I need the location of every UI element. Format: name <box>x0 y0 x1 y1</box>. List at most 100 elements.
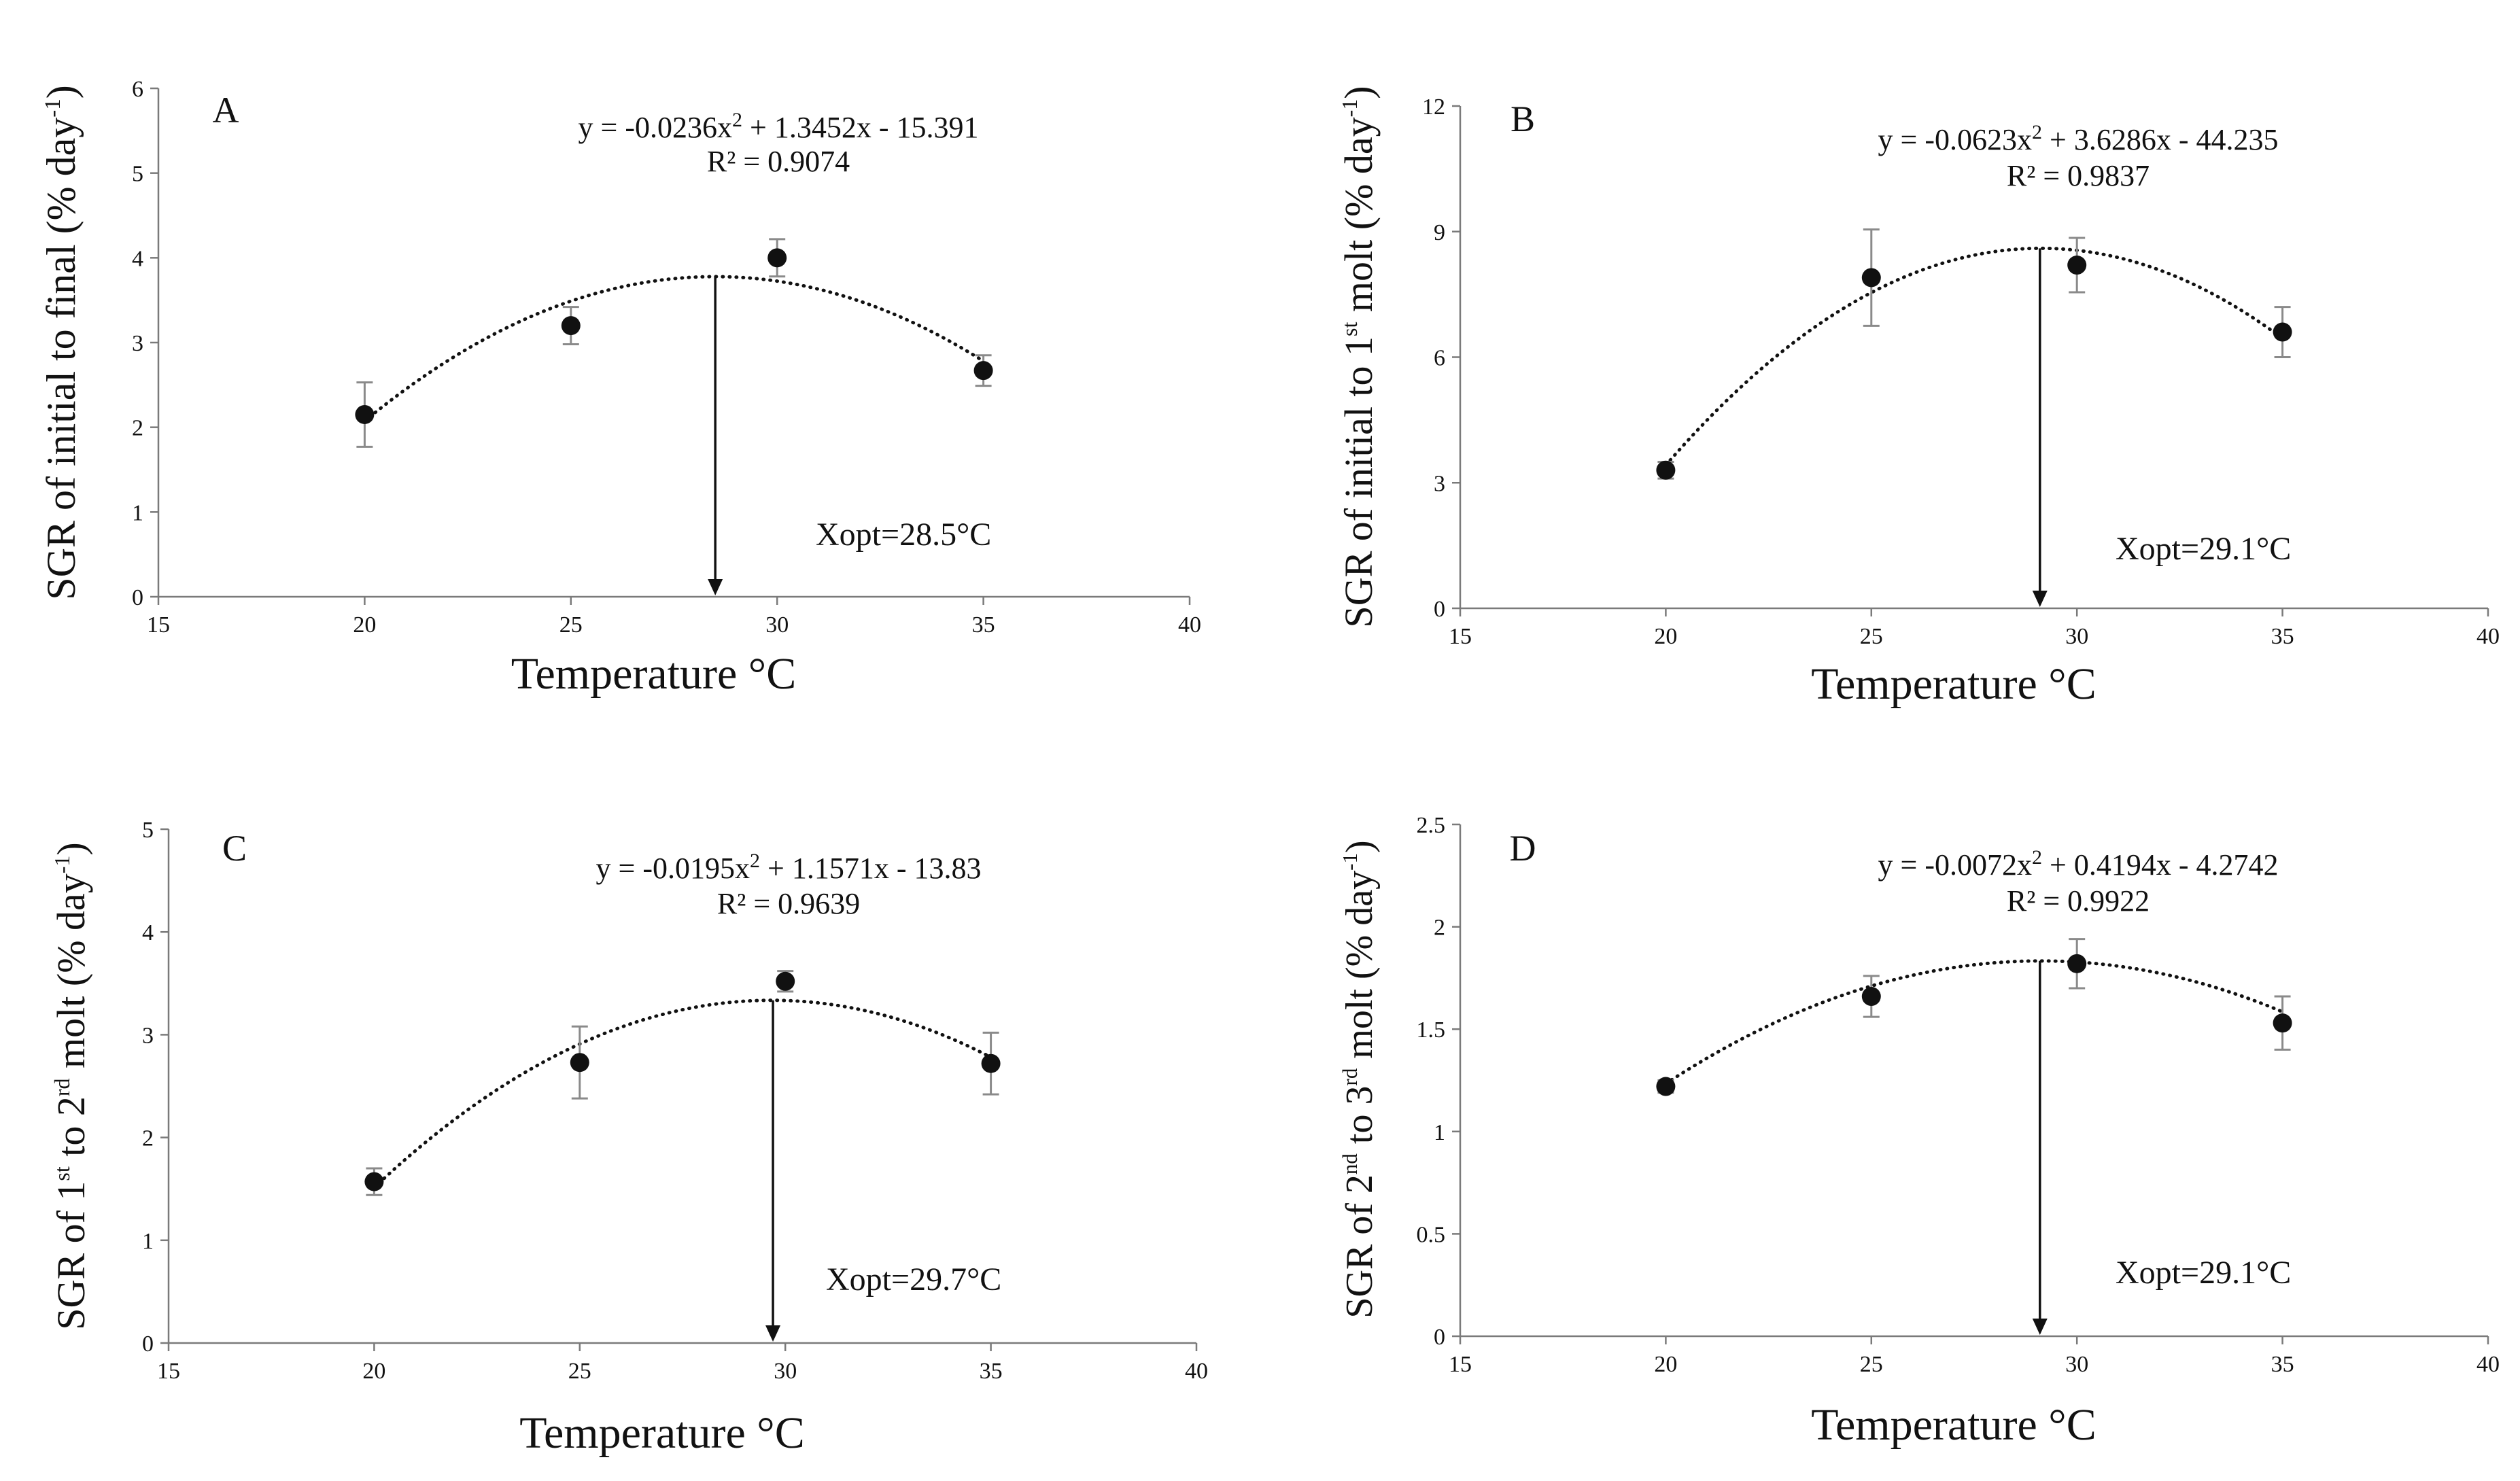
panel-c: 0 1 2 3 4 5 15 20 25 30 35 40 C y = -0.0195x2 + 1.157… <box>49 818 1208 1458</box>
x-tick-label: 40 <box>2476 1352 2500 1377</box>
y-tick-label: 2 <box>142 1126 154 1151</box>
x-tick-label: 25 <box>1860 1352 1883 1377</box>
y-axis-title: SGR of 2nd to 3rd molt (% day-1) <box>1338 840 1381 1318</box>
x-tick-label: 20 <box>362 1359 385 1384</box>
y-axis-title: SGR of initial to 1st molt (% day-1) <box>1336 86 1381 627</box>
y-tick-label: 1.5 <box>1417 1017 1446 1043</box>
y-tick-label: 0 <box>1434 1325 1445 1350</box>
trendline <box>372 998 993 1189</box>
r-squared-label: R² = 0.9639 <box>717 887 860 920</box>
y-tick-label: 1 <box>142 1229 154 1254</box>
trendline-equation: y = -0.0236x2 + 1.3452x - 15.391 <box>579 109 979 144</box>
x-tick-label: 25 <box>568 1359 591 1384</box>
y-tick-label: 3 <box>132 331 143 356</box>
panel-letter: C <box>222 828 247 869</box>
x-tick-label: 30 <box>765 612 789 638</box>
trendline-equation: y = -0.0072x2 + 0.4194x - 4.2742 <box>1878 846 2279 882</box>
data-point <box>981 1053 1001 1073</box>
optimum-label: Xopt=29.7°C <box>826 1261 1001 1297</box>
y-tick-label: 4 <box>142 920 154 945</box>
panel-b: 0 3 6 9 12 15 20 25 30 35 40 By = -0.0623x2 + 3.628… <box>1336 86 2500 709</box>
y-tick-label: 0 <box>142 1331 154 1357</box>
data-point <box>355 404 375 424</box>
optimum-label: Xopt=29.1°C <box>2116 531 2291 567</box>
data-point <box>1861 987 1881 1007</box>
y-tick-label: 5 <box>132 162 143 187</box>
panel-letter: D <box>1510 828 1536 869</box>
x-tick-label: 20 <box>353 612 376 638</box>
data-point <box>2273 1013 2292 1033</box>
data-point <box>1656 1077 1676 1096</box>
trendline-equation: y = -0.0195x2 + 1.1571x - 13.83 <box>596 850 982 885</box>
x-tick-label: 40 <box>1178 612 1201 638</box>
y-tick-label: 2 <box>132 416 143 441</box>
data-point <box>2273 322 2292 342</box>
x-axis-title: Temperature °C <box>511 649 796 699</box>
y-tick-label: 3 <box>142 1023 154 1048</box>
y-tick-label: 3 <box>1434 471 1445 496</box>
y-tick-label: 6 <box>1434 346 1445 371</box>
trendline <box>362 275 986 423</box>
optimum-arrowhead <box>2032 1319 2048 1335</box>
r-squared-label: R² = 0.9837 <box>2007 159 2150 192</box>
y-tick-label: 4 <box>132 246 143 271</box>
panel-letter: A <box>213 90 239 130</box>
y-tick-label: 1 <box>1434 1120 1445 1145</box>
y-axis-title: SGR of initial to final (% day-1) <box>39 85 84 599</box>
x-axis-title: Temperature °C <box>1811 659 2096 709</box>
optimum-label: Xopt=29.1°C <box>2116 1255 2291 1291</box>
panel-d: 0 0.5 1 1.5 2 2.5 15 20 25 30 35 40 D y = -0.0072x2 +… <box>1338 813 2500 1450</box>
data-point <box>2067 954 2087 973</box>
r-squared-label: R² = 0.9922 <box>2007 884 2150 918</box>
trendline <box>1663 959 2285 1085</box>
trendline-equation: y = -0.0623x2 + 3.6286x - 44.235 <box>1878 121 2279 156</box>
data-point <box>776 971 795 991</box>
y-tick-label: 0.5 <box>1417 1222 1446 1247</box>
r-squared-label: R² = 0.9074 <box>707 145 850 178</box>
trendline <box>1663 246 2285 468</box>
x-axis-title: Temperature °C <box>1811 1400 2096 1450</box>
x-tick-label: 30 <box>774 1359 797 1384</box>
x-tick-label: 35 <box>980 1359 1003 1384</box>
x-tick-label: 15 <box>1449 1352 1472 1377</box>
data-point <box>561 316 581 336</box>
data-point <box>767 248 787 268</box>
data-point <box>2067 256 2087 275</box>
data-point <box>570 1053 589 1073</box>
data-point <box>973 361 993 381</box>
y-tick-label: 5 <box>142 818 154 843</box>
x-tick-label: 35 <box>2271 624 2294 649</box>
optimum-label: Xopt=28.5°C <box>816 517 991 553</box>
data-point <box>364 1172 384 1191</box>
x-tick-label: 30 <box>2065 624 2088 649</box>
data-point <box>1861 268 1881 288</box>
x-tick-label: 20 <box>1654 624 1677 649</box>
x-tick-label: 25 <box>1860 624 1883 649</box>
x-tick-label: 20 <box>1654 1352 1677 1377</box>
y-tick-label: 1 <box>132 500 143 525</box>
x-tick-label: 35 <box>972 612 995 638</box>
panel-letter: B <box>1511 99 1535 139</box>
x-axis-title: Temperature °C <box>519 1408 804 1458</box>
y-tick-label: 0 <box>132 585 143 610</box>
x-tick-label: 15 <box>147 612 170 638</box>
x-tick-label: 35 <box>2271 1352 2294 1377</box>
x-tick-label: 15 <box>157 1359 180 1384</box>
x-tick-label: 25 <box>559 612 583 638</box>
y-tick-label: 6 <box>132 77 143 102</box>
y-tick-label: 2.5 <box>1417 813 1446 838</box>
optimum-arrowhead <box>708 579 723 595</box>
optimum-arrowhead <box>765 1325 781 1342</box>
optimum-arrowhead <box>2032 591 2048 607</box>
y-tick-label: 2 <box>1434 916 1445 941</box>
x-tick-label: 30 <box>2065 1352 2088 1377</box>
x-tick-label: 40 <box>2476 624 2500 649</box>
y-tick-label: 9 <box>1434 220 1445 245</box>
x-tick-label: 40 <box>1185 1359 1208 1384</box>
y-tick-label: 0 <box>1434 597 1445 622</box>
y-axis-title: SGR of 1st to 2rd molt (% day-1) <box>49 842 93 1329</box>
x-tick-label: 15 <box>1449 624 1472 649</box>
panel-a: 0 1 2 3 4 5 6 15 20 25 30 35 40 A y = -0.0236x2 + 1.34… <box>39 77 1201 699</box>
y-tick-label: 12 <box>1422 94 1445 120</box>
